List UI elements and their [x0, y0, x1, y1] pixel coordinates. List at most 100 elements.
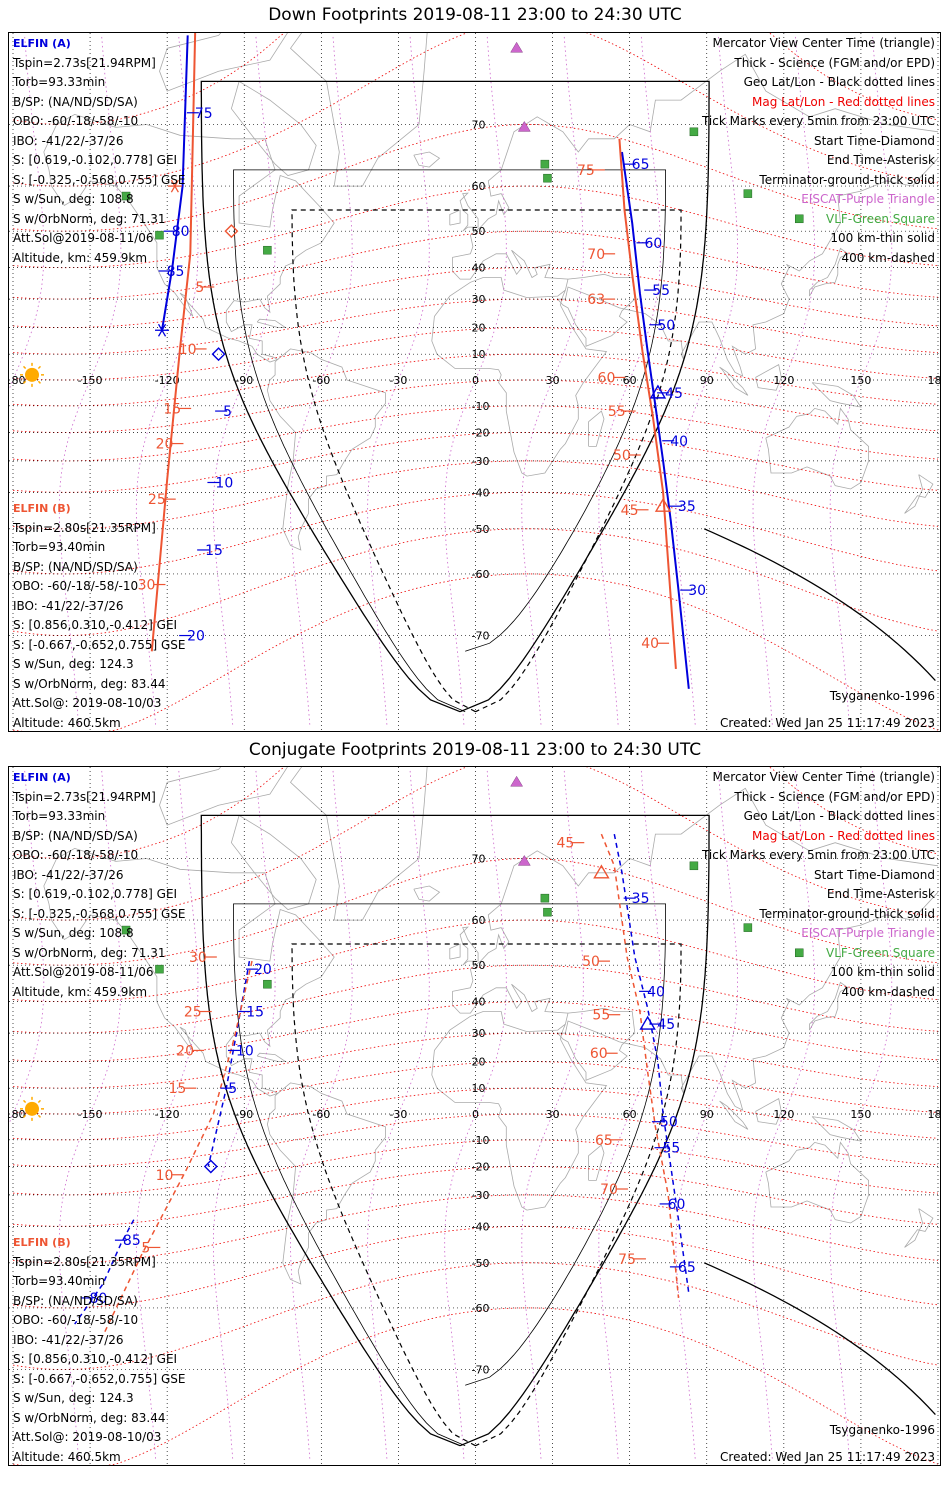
track-tick-label: 55 — [592, 1008, 610, 1024]
lon-tick-label: -150 — [78, 374, 103, 387]
lat-tick-label: 20 — [472, 322, 486, 335]
mag-lon-line — [290, 35, 353, 725]
terminator-ground-line — [200, 814, 710, 1447]
lat-tick-label: -50 — [472, 523, 490, 536]
track-tick-label: 60 — [590, 1046, 608, 1062]
mag-lat-line — [12, 1032, 939, 1089]
mag-lon-line — [290, 769, 353, 1459]
track-tick-label: 50 — [657, 318, 675, 334]
legend-entry: 400 km-dashed — [841, 250, 935, 265]
coastline-1 — [266, 1082, 386, 1285]
mag-lon-line — [444, 769, 507, 1459]
coastline-2 — [289, 767, 428, 921]
legend-entry: VLF-Green Square — [826, 945, 935, 960]
mag-lat-line — [12, 1087, 939, 1141]
track-tick-label: 5 — [141, 1240, 150, 1256]
coastline-17 — [256, 1052, 287, 1062]
conj-elfin-b-altitude: Altitude: 460.5km — [13, 1449, 121, 1464]
conj-elfin-a-s-orbnorm: S w/OrbNorm, deg: 71.31 — [13, 945, 166, 960]
vlf-square-icon — [155, 964, 164, 974]
legend-entry: EISCAT-Purple Triangle — [801, 192, 935, 206]
track-tick-label: 60 — [668, 1197, 686, 1213]
lat-tick-label: -10 — [472, 1134, 490, 1147]
coastline-12 — [755, 363, 782, 391]
vlf-square-icon — [743, 923, 753, 932]
lon-tick-label: 120 — [773, 374, 794, 387]
track-tick-label: 75 — [577, 163, 595, 179]
down-elfin-b-ibo: IBO: -41/22/-37/26 — [13, 598, 124, 613]
legend-entry: End Time-Asterisk — [826, 887, 935, 901]
conj-model-label: Tsyganenko-1996 — [829, 1423, 935, 1437]
mag-lat-line — [12, 1194, 939, 1264]
conj-elfin-a-s-gei: S: [0.619,-0.102,0.778] GEI — [13, 887, 178, 901]
mag-lat-line — [12, 298, 939, 355]
down-elfin-b-altitude: Altitude: 460.5km — [13, 715, 121, 730]
lat-tick-label: 50 — [472, 225, 486, 238]
conj-panel-title: Conjugate Footprints 2019-08-11 23:00 to… — [248, 740, 702, 760]
mag-lon-line — [367, 769, 430, 1459]
vlf-square-icon — [121, 925, 131, 935]
conj-elfin-b-obo: OBO: -60/-18/-58/-10 — [13, 1313, 139, 1327]
down-elfin-a-s-gei: S: [0.619,-0.102,0.778] GEI — [13, 153, 178, 167]
start-diamond-icon — [211, 347, 226, 362]
mag-lon-line — [212, 35, 276, 725]
lat-tick-label: -40 — [472, 486, 490, 499]
down-map-canvas: -180 -150 -120 -90 -60 -30 0 30 60 90 120 150 180 -70… — [9, 33, 940, 731]
track-tick-label: 65 — [678, 1260, 696, 1276]
coastline-11 — [719, 366, 749, 396]
mag-lon-line — [212, 769, 276, 1459]
conj-elfin-b-s-gei: S: [0.856,0.310,-0.412] GEI — [13, 1352, 178, 1366]
track-tick-label: 65 — [632, 157, 650, 173]
down-elfin-b-s-sun: S w/Sun, deg: 124.3 — [13, 657, 134, 671]
lat-tick-label: 20 — [472, 1056, 486, 1069]
mag-lat-line — [12, 327, 939, 381]
footprint-track — [161, 35, 189, 331]
mag-lat-line — [12, 353, 939, 407]
legend-entry: 100 km-thin solid — [830, 231, 935, 245]
vlf-square-icon — [795, 948, 804, 958]
mag-lon-line — [752, 769, 816, 1459]
mag-lat-line — [12, 528, 939, 636]
eiscat-triangle-icon — [510, 41, 524, 53]
coastline-10 — [809, 981, 849, 1031]
mag-lat-line — [12, 1262, 939, 1370]
sun-ray — [37, 1099, 42, 1104]
terminator-ground-tail — [703, 528, 936, 682]
track-tick-label: 63 — [587, 292, 605, 308]
down-elfin-b-s-gei: S: [0.856,0.310,-0.412] GEI — [13, 618, 178, 632]
down-elfin-b-name: ELFIN (B) — [13, 502, 71, 515]
track-tick-label: 85 — [167, 264, 185, 280]
down-elfin-b-obo: OBO: -60/-18/-58/-10 — [13, 579, 139, 593]
legend-entry: EISCAT-Purple Triangle — [801, 926, 935, 940]
legend-entry: Start Time-Diamond — [813, 867, 935, 882]
coastline-6 — [449, 943, 461, 960]
track-tick-label: 40 — [647, 984, 665, 1000]
conj-elfin-b-s-gse: S: [-0.667,-0.652,0.755] GSE — [13, 1371, 186, 1386]
start-diamond-icon — [224, 224, 239, 239]
lat-tick-label: -70 — [472, 630, 490, 643]
coastline-5 — [459, 192, 479, 232]
legend-entry: 100 km-thin solid — [830, 965, 935, 979]
coastline-4 — [452, 53, 939, 258]
down-elfin-a-altitude: Altitude, km: 459.9km — [13, 250, 148, 265]
conj-elfin-a-name: ELFIN (A) — [13, 771, 71, 784]
conj-elfin-a-ibo: IBO: -41/22/-37/26 — [13, 867, 124, 882]
track-tick-label: 35 — [632, 891, 650, 907]
down-elfin-a-obo: OBO: -60/-18/-58/-10 — [13, 114, 139, 128]
down-model-label: Tsyganenko-1996 — [829, 689, 935, 703]
conj-elfin-a-altitude: Altitude, km: 459.9km — [13, 984, 148, 999]
coastline-11 — [719, 1100, 749, 1130]
track-tick-label: 65 — [595, 1133, 613, 1149]
sun-ray — [22, 380, 27, 384]
lat-tick-label: -30 — [472, 455, 490, 468]
terminator-ground-line — [200, 80, 710, 713]
conj-elfin-a-s-sun: S w/Sun, deg: 108.8 — [13, 926, 134, 940]
terminator-100km-line — [233, 903, 666, 1447]
track-tick-label: 20 — [254, 962, 272, 978]
track-tick-label: 60 — [598, 370, 616, 386]
coastline-12 — [755, 1097, 782, 1125]
coastline-17 — [256, 318, 287, 328]
mag-lat-line — [12, 124, 939, 232]
lat-tick-label: -40 — [472, 1220, 490, 1233]
legend-entry: Start Time-Diamond — [813, 133, 935, 148]
